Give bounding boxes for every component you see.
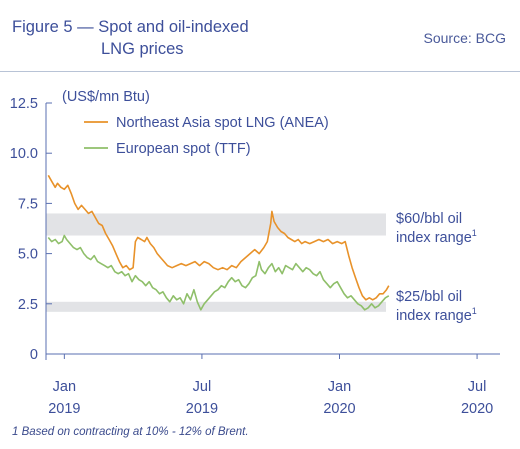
series-line xyxy=(47,234,390,311)
header-divider xyxy=(0,71,520,72)
y-unit-label: (US$/mn Btu) xyxy=(62,89,150,105)
title-line-2: LNG prices xyxy=(101,40,184,58)
band-label-line1: $25/bbl oil xyxy=(396,289,462,305)
figure-title: Figure 5 — Spot and oil-indexed LNG pric… xyxy=(12,16,249,60)
x-tick-month: Jul xyxy=(468,379,487,395)
bands-layer xyxy=(46,213,386,312)
line-chart: 0 2.5 5.0 7.5 10.0 12.5 Jan 2019 Jul 2019 Jan 2020 J… xyxy=(10,89,500,417)
legend: Northeast Asia spot LNG (ANEA) European s… xyxy=(84,115,329,157)
band-1 xyxy=(46,301,386,312)
y-tick-label: 12.5 xyxy=(10,96,38,112)
band-0 xyxy=(46,213,386,236)
y-tick-label: 10.0 xyxy=(10,146,38,162)
x-tick-year: 2019 xyxy=(186,401,218,417)
series-line xyxy=(47,174,390,301)
source-label: Source: BCG xyxy=(423,30,506,46)
legend-label: European spot (TTF) xyxy=(116,141,251,157)
x-tick-year: 2020 xyxy=(323,401,355,417)
legend-label: Northeast Asia spot LNG (ANEA) xyxy=(116,115,329,131)
footnote: 1 Based on contracting at 10% - 12% of B… xyxy=(12,426,249,438)
y-tick-label: 2.5 xyxy=(18,297,38,313)
x-tick-month: Jul xyxy=(193,379,212,395)
x-tick-year: 2019 xyxy=(48,401,80,417)
band-label-line2: index range1 xyxy=(396,228,477,246)
x-tick-month: Jan xyxy=(328,379,351,395)
band-label-line2: index range1 xyxy=(396,306,477,324)
y-tick-label: 7.5 xyxy=(18,196,38,212)
y-tick-label: 5.0 xyxy=(18,247,38,263)
axis-layer: 0 2.5 5.0 7.5 10.0 12.5 Jan 2019 Jul 2019 Jan 2020 J… xyxy=(10,96,500,417)
title-line-1: Figure 5 — Spot and oil-indexed xyxy=(12,18,249,36)
x-tick-year: 2020 xyxy=(461,401,493,417)
y-tick-label: 0 xyxy=(30,347,38,363)
band-label-line1: $60/bbl oil xyxy=(396,211,462,227)
series-layer xyxy=(47,174,390,311)
x-tick-month: Jan xyxy=(53,379,76,395)
